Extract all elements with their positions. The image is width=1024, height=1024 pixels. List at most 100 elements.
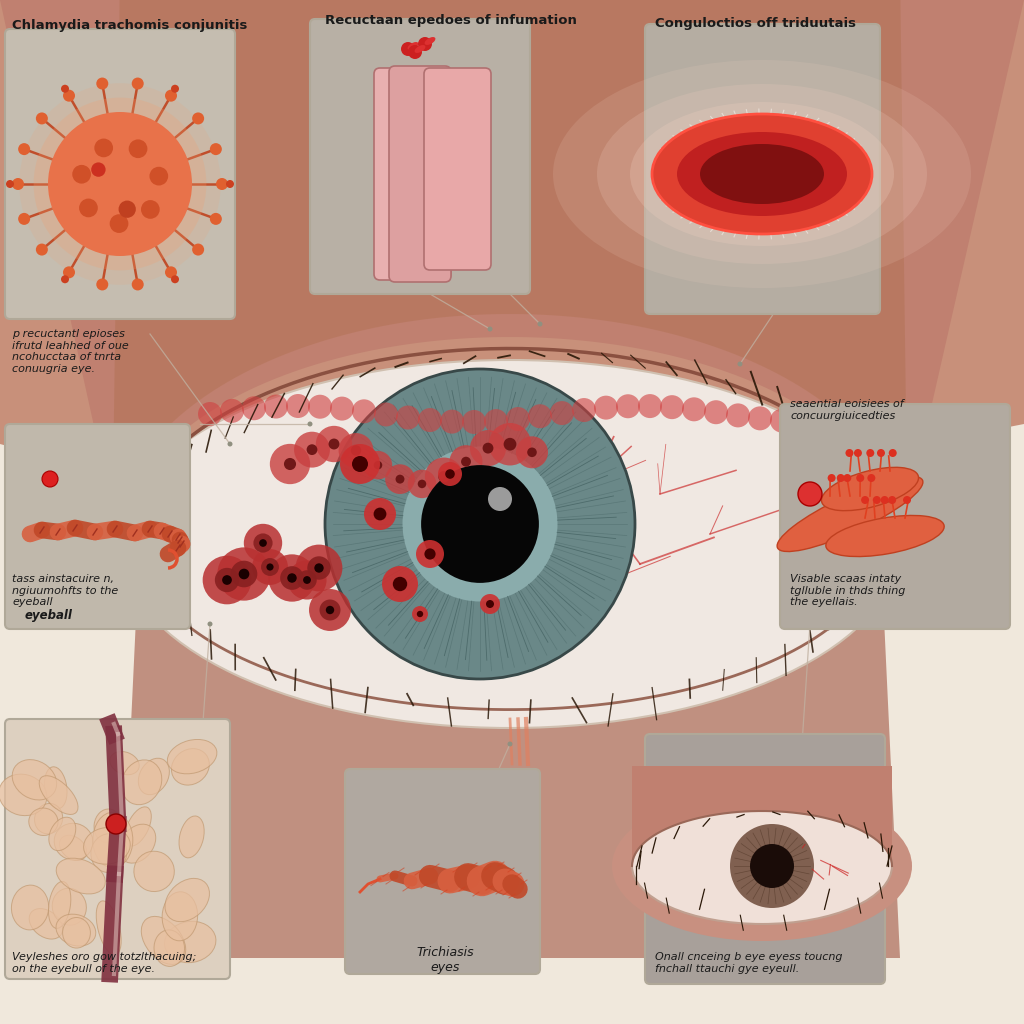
Ellipse shape [91,834,127,872]
Circle shape [329,438,339,450]
FancyBboxPatch shape [5,29,234,319]
Circle shape [867,474,876,482]
FancyBboxPatch shape [345,769,540,974]
Circle shape [79,199,98,217]
Circle shape [268,554,315,602]
Ellipse shape [154,930,184,967]
Ellipse shape [415,45,425,53]
Circle shape [504,438,516,451]
Circle shape [393,577,408,591]
Circle shape [374,461,382,469]
Circle shape [737,361,742,367]
Circle shape [326,606,334,614]
Circle shape [306,444,317,455]
Ellipse shape [141,916,185,965]
Circle shape [242,396,266,420]
Circle shape [91,163,105,177]
Ellipse shape [93,812,133,868]
Ellipse shape [553,60,971,288]
Circle shape [374,508,386,520]
Circle shape [402,446,557,601]
Ellipse shape [125,807,152,846]
Circle shape [487,327,493,332]
Circle shape [307,422,312,427]
Ellipse shape [59,836,87,860]
Circle shape [616,394,640,418]
Text: Recuctaan epedoes of infumation: Recuctaan epedoes of infumation [325,14,577,27]
Circle shape [18,213,30,225]
Circle shape [516,436,548,468]
Ellipse shape [119,824,156,863]
Circle shape [48,112,193,256]
Circle shape [208,622,213,627]
Ellipse shape [56,914,96,946]
Circle shape [6,180,14,188]
FancyBboxPatch shape [389,66,451,282]
Circle shape [203,556,251,604]
Ellipse shape [11,885,49,930]
Circle shape [660,395,684,419]
Circle shape [198,402,222,426]
Ellipse shape [120,360,900,728]
Ellipse shape [122,760,162,805]
Polygon shape [113,0,908,544]
Circle shape [12,178,24,190]
Circle shape [903,496,911,504]
Circle shape [165,90,177,101]
Circle shape [141,200,160,219]
FancyBboxPatch shape [424,68,490,270]
Circle shape [730,824,814,908]
Circle shape [861,496,869,504]
Ellipse shape [94,809,122,843]
Circle shape [307,556,331,580]
Text: Veyleshes oro gow totzlthacuing;
on the eyebull of the eye.: Veyleshes oro gow totzlthacuing; on the … [12,952,197,974]
Circle shape [61,85,69,93]
Circle shape [325,369,635,679]
Circle shape [877,449,885,457]
Circle shape [364,451,392,479]
Ellipse shape [612,791,912,941]
Text: Chlamydia trachomis conjunitis: Chlamydia trachomis conjunitis [12,19,248,32]
Circle shape [385,464,415,494]
Circle shape [330,396,354,421]
Circle shape [461,457,471,467]
Ellipse shape [700,144,824,204]
Circle shape [484,409,508,433]
Circle shape [261,558,279,575]
Ellipse shape [134,851,174,892]
Ellipse shape [138,758,169,795]
Circle shape [165,266,177,279]
FancyBboxPatch shape [310,19,530,294]
Ellipse shape [677,132,847,216]
Circle shape [480,594,500,614]
Circle shape [132,78,143,89]
Circle shape [150,167,168,185]
Circle shape [550,401,574,425]
Circle shape [418,479,426,488]
Circle shape [220,399,244,423]
Text: seaential eoisiees of
concuurgiuicedties: seaential eoisiees of concuurgiuicedties [790,399,903,421]
Circle shape [814,410,838,434]
Circle shape [319,599,341,621]
Circle shape [222,575,231,585]
Circle shape [872,496,881,504]
Circle shape [36,244,48,256]
Circle shape [264,394,288,419]
Circle shape [132,512,137,516]
Circle shape [462,410,486,434]
Circle shape [395,475,404,483]
Circle shape [888,496,896,504]
Circle shape [314,563,324,572]
Circle shape [527,447,537,457]
Circle shape [110,214,128,232]
Ellipse shape [630,102,894,246]
Circle shape [36,113,48,125]
Circle shape [470,430,506,466]
Circle shape [425,458,463,496]
Circle shape [281,566,304,590]
FancyBboxPatch shape [645,24,880,314]
Circle shape [866,449,874,457]
Circle shape [340,444,380,484]
Circle shape [210,213,222,225]
Circle shape [284,458,296,470]
